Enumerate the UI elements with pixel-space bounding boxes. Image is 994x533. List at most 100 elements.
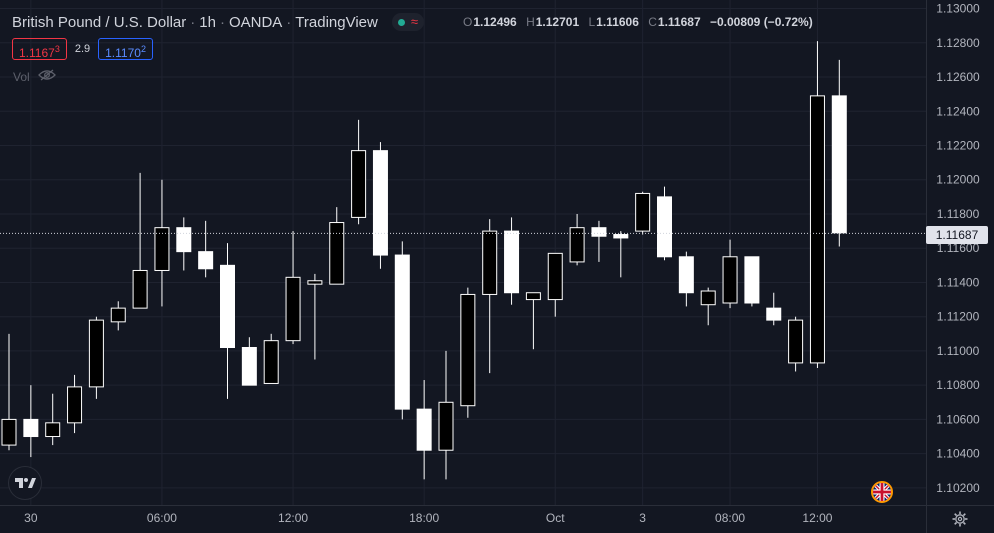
spread-value: 2.9 [74,43,91,55]
candle-body [547,252,563,301]
candle-body [678,256,694,294]
low-value: 1.11606 [596,15,639,29]
candle-body [788,319,804,364]
quote-boxes: 1.11673 2.9 1.11702 [12,38,153,60]
y-tick-label: 1.12600 [936,70,980,84]
candle-body [744,256,760,304]
candle-body [504,230,520,294]
y-tick-label: 1.11000 [937,344,980,358]
y-tick-label: 1.11400 [937,275,980,289]
y-tick-label: 1.11800 [937,207,980,221]
candle-body [416,408,432,451]
candle-body [569,227,585,263]
volume-label: Vol [13,69,30,84]
high-key: H [526,15,535,29]
sell-price-button[interactable]: 1.11673 [12,38,67,60]
candle-body [482,230,498,295]
x-tick-label: 18:00 [409,511,439,525]
separator-dot: · [286,13,292,31]
open-key: O [463,15,473,29]
close-key: C [648,15,657,29]
candle-body [766,307,782,321]
change-value: −0.00809 (−0.72%) [709,15,813,29]
x-tick-label: Oct [546,511,565,525]
interval-label[interactable]: 1h [199,13,216,31]
y-tick-label: 1.12000 [936,173,980,187]
y-tick-label: 1.11200 [937,310,980,324]
x-tick-label: 30 [24,511,38,525]
y-tick-label: 1.12400 [936,104,980,118]
candle-body [394,254,410,410]
market-open-icon [397,18,405,26]
low-key: L [588,15,596,29]
candle-body [241,347,257,386]
y-tick-label: 1.11600 [937,241,980,255]
candle-body [372,150,388,256]
buy-price-button[interactable]: 1.11702 [98,38,153,60]
candle-body [198,251,214,270]
high-value: 1.12701 [535,15,580,29]
candle-body [831,95,847,234]
x-tick-label: 06:00 [147,511,177,525]
candle-body [809,95,825,364]
y-tick-label: 1.12200 [936,139,980,153]
y-tick-label: 1.10400 [936,447,980,461]
eye-off-icon[interactable] [37,69,56,84]
candle-body [635,192,651,232]
tradingview-logo-icon[interactable] [9,467,41,499]
close-value: 1.11687 [657,15,701,29]
ohlc-legend: O1.12496 H1.12701 L1.11606 C1.11687 −0.0… [463,15,813,29]
candle-body [154,227,170,271]
gear-icon[interactable] [951,510,969,528]
candle-body [307,280,323,285]
ask-pip: 2 [140,44,146,54]
separator-dot: · [190,13,196,31]
symbol-header: British Pound / U.S. Dollar · 1h · OANDA… [12,12,424,32]
source-label: TradingView [295,13,378,31]
x-tick-label: 3 [639,511,646,525]
candle-body [351,150,367,218]
volume-legend: Vol [13,69,56,84]
y-tick-label: 1.13000 [936,2,980,16]
y-tick-label: 1.12800 [936,36,980,50]
candle-body [438,401,454,451]
exchange-label: OANDA [228,13,283,31]
candle-body [613,234,629,239]
candle-body [285,276,301,342]
candle-body [1,418,17,446]
ask-main: 1.1170 [105,46,141,60]
symbol-name[interactable]: British Pound / U.S. Dollar [12,13,187,31]
candle-body [220,264,235,349]
candle-body [460,293,476,407]
candle-body [263,340,279,384]
y-tick-label: 1.10600 [936,412,980,426]
bid-main: 1.1167 [19,46,55,60]
last-price-label: 1.11687 [926,226,988,244]
candle-body [657,196,672,258]
x-tick-label: 12:00 [278,511,308,525]
candle-body [132,269,148,309]
separator-dot: · [219,13,225,31]
candle-body [722,256,738,304]
bid-pip: 3 [54,44,60,54]
candle-body [88,319,104,388]
candle-body [329,222,345,285]
open-value: 1.12496 [473,15,517,29]
candle-body [700,290,716,306]
candle-body [591,227,607,237]
candle-body [110,307,126,323]
y-tick-label: 1.10200 [936,481,980,495]
market-status-pill[interactable]: ≈ [391,13,424,31]
candle-body [23,418,39,438]
x-tick-label: 08:00 [715,511,745,525]
candle-body [67,386,83,424]
candle-body [45,422,61,438]
y-tick-label: 1.10800 [936,378,980,392]
wave-icon: ≈ [410,14,418,29]
candle-body [176,227,192,253]
x-tick-label: 12:00 [802,511,832,525]
candle-body [525,292,541,301]
uk-flag-icon[interactable] [871,481,893,503]
